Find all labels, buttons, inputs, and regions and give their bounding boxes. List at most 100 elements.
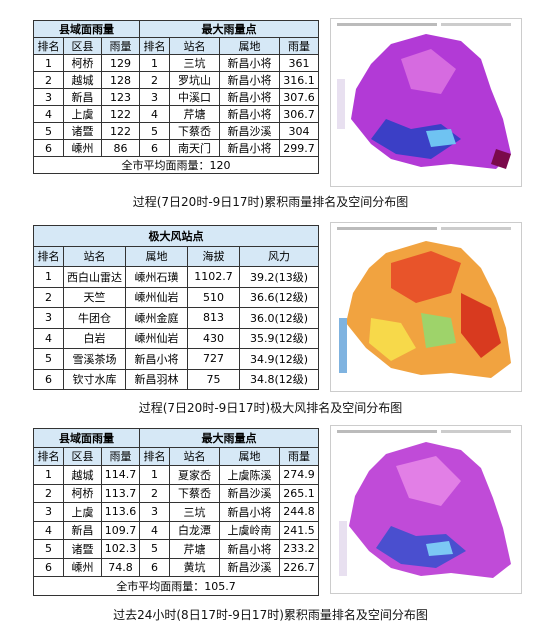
column-header: 雨量 [279,37,320,55]
table-row: 6 嵊州 74.8 6 黄坑 新昌沙溪 226.7 [33,557,320,577]
data-table: 县域面雨量 最大雨量点 排名 区县 雨量 排名 站名 属地 雨量 1 越城 114.7 1 夏家岙 上虞陈溪… [32,428,320,596]
caption: 过程(7日20时-9日17时)极大风排名及空间分布图 [138,401,403,415]
table-cell: 1 [33,266,64,288]
table-row: 2 柯桥 113.7 2 下蔡岙 新昌沙溪 265.1 [33,483,320,503]
table-cell: 嵊州仙岩 [125,286,188,308]
table-cell: 4 [139,520,171,540]
table-cell: 241.5 [279,520,320,540]
table-row: 4 白岩 嵊州仙岩 430 35.9(12级) [33,327,320,349]
table-cell: 113.6 [100,502,141,522]
table-cell: 6 [139,139,171,157]
table-cell: 新昌沙溪 [219,122,281,140]
table-cell: 122 [100,105,141,123]
table-cell: 新昌小将 [219,139,281,157]
table-cell: 307.6 [279,88,320,106]
table-cell: 36.0(12级) [238,307,320,329]
group-header: 县域面雨量 [32,428,141,448]
column-header: 雨量 [100,446,141,466]
group-header: 县域面雨量 [32,20,141,38]
table-row: 4 新昌 109.7 4 白龙潭 上虞岭南 241.5 [33,520,320,540]
group-header-row: 极大风站点 [32,225,320,247]
table-cell: 黄坑 [169,557,221,577]
caption: 过去24小时(8日17时-9日17时)累积雨量排名及空间分布图 [113,608,428,622]
table-row: 3 新昌 123 3 中溪口 新昌小将 307.6 [33,88,320,106]
table-footer: 全市平均面雨量：120 [32,156,320,174]
table-cell: 109.7 [100,520,141,540]
column-header: 排名 [139,37,171,55]
table-cell: 新昌小将 [125,348,188,370]
table-cell: 上虞岭南 [219,520,281,540]
column-header: 属地 [219,446,281,466]
column-header-row: 排名 区县 雨量 排名 站名 属地 雨量 [33,446,320,466]
table-cell: 430 [187,327,240,349]
table-cell: 5 [139,122,171,140]
table-row: 3 上虞 113.6 3 三坑 新昌小将 244.8 [33,502,320,522]
column-header: 区县 [63,37,102,55]
table-cell: 雪溪茶场 [63,348,126,370]
table-cell: 4 [139,105,171,123]
table-cell: 5 [33,122,64,140]
column-header: 属地 [219,37,281,55]
table-cell: 下蔡岙 [169,122,221,140]
table-cell: 39.2(13级) [238,266,320,288]
table-cell: 34.9(12级) [238,348,320,370]
table-cell: 新昌沙溪 [219,557,281,577]
table-cell: 129 [100,54,141,72]
table-cell: 2 [33,483,64,503]
table-cell: 1 [139,465,171,485]
table-cell: 2 [139,483,171,503]
table-cell: 诸暨 [63,122,102,140]
table-cell: 牛团仓 [63,307,126,329]
table-cell: 南天门 [169,139,221,157]
table-cell: 芹塘 [169,539,221,559]
column-header: 海拔 [187,245,240,267]
column-header: 风力 [238,245,320,267]
table-row: 5 诸暨 102.3 5 芹塘 新昌小将 233.2 [33,539,320,559]
table-cell: 嵊州石璜 [125,266,188,288]
table-cell: 三坑 [169,54,221,72]
table-cell: 西白山雷达 [63,266,126,288]
table-cell: 嵊州 [63,139,102,157]
column-header: 排名 [139,446,171,466]
table-row: 1 柯桥 129 1 三坑 新昌小将 361 [33,54,320,72]
table-cell: 274.9 [279,465,320,485]
table-cell: 123 [100,88,141,106]
column-header: 站名 [169,37,221,55]
table-cell: 新昌小将 [219,502,281,522]
table-cell: 114.7 [100,465,141,485]
caption: 过程(7日20时-9日17时)累积雨量排名及空间分布图 [132,195,409,209]
table-cell: 嵊州 [63,557,102,577]
footer-row: 全市平均面雨量：120 [32,156,320,174]
table-cell: 304 [279,122,320,140]
table-row: 2 天竺 嵊州仙岩 510 36.6(12级) [33,286,320,308]
table-footer: 全市平均面雨量：105.7 [32,576,320,596]
table-cell: 5 [33,348,64,370]
data-table: 县域面雨量 最大雨量点 排名 区县 雨量 排名 站名 属地 雨量 1 柯桥 129 1 三坑 新昌小将 361… [32,20,320,174]
table-row: 1 西白山雷达 嵊州石璜 1102.7 39.2(13级) [33,266,320,288]
table-row: 5 雪溪茶场 新昌小将 727 34.9(12级) [33,348,320,370]
table-cell: 3 [139,88,171,106]
group-header-row: 县域面雨量 最大雨量点 [32,20,320,38]
table-cell: 36.6(12级) [238,286,320,308]
column-header: 雨量 [279,446,320,466]
table-cell: 夏家岙 [169,465,221,485]
table-cell: 1 [33,465,64,485]
column-header-row: 排名 区县 雨量 排名 站名 属地 雨量 [33,37,320,55]
table-cell: 3 [33,88,64,106]
column-header: 区县 [63,446,102,466]
table-cell: 244.8 [279,502,320,522]
table-cell: 新昌小将 [219,539,281,559]
table-cell: 新昌小将 [219,54,281,72]
column-header: 属地 [125,245,188,267]
table-cell: 新昌羽林 [125,368,188,390]
table-cell: 316.1 [279,71,320,89]
table-cell: 2 [33,71,64,89]
table-cell: 34.8(12级) [238,368,320,390]
table-cell: 3 [33,502,64,522]
table-cell: 新昌 [63,88,102,106]
table-cell: 芹塘 [169,105,221,123]
table-cell: 下蔡岙 [169,483,221,503]
table-cell: 75 [187,368,240,390]
column-header: 排名 [33,446,64,466]
